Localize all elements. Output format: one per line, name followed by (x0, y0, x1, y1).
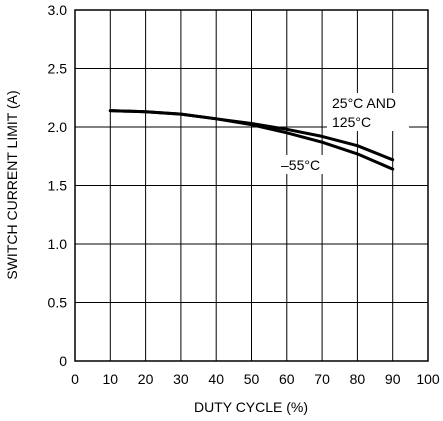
x-tick-label: 20 (138, 371, 154, 387)
series-line-2 (108, 109, 395, 171)
y-tick-label: 2.5 (48, 61, 68, 77)
label-background-upper (327, 93, 409, 131)
y-tick-label: 2.0 (48, 119, 68, 135)
grid (75, 10, 428, 361)
annotation-upper-line2: 125°C (332, 114, 371, 130)
annotation-upper-line1: 25°C AND (332, 95, 396, 111)
plot-frame (74, 9, 429, 362)
y-axis-ticks: 0 0.5 1.0 1.5 2.0 2.5 3.0 (48, 2, 68, 369)
x-tick-label: 100 (416, 371, 440, 387)
x-axis-label: DUTY CYCLE (%) (194, 399, 308, 415)
series-layer (108, 109, 395, 171)
x-axis-ticks: 0 10 20 30 40 50 60 70 80 90 100 (71, 371, 440, 387)
x-tick-label: 90 (385, 371, 401, 387)
x-tick-label: 0 (71, 371, 79, 387)
annotation-lower: –55°C (281, 157, 320, 173)
series-labels: 25°C AND 125°C –55°C (278, 93, 409, 174)
y-tick-label: 0.5 (48, 295, 68, 311)
x-tick-label: 80 (350, 371, 366, 387)
y-axis-label: SWITCH CURRENT LIMIT (A) (4, 90, 20, 279)
x-tick-label: 10 (103, 371, 119, 387)
label-background-lower (278, 155, 330, 174)
x-tick-label: 60 (279, 371, 295, 387)
y-tick-label: 0 (59, 353, 67, 369)
x-tick-label: 30 (173, 371, 189, 387)
x-tick-label: 50 (244, 371, 260, 387)
y-tick-label: 1.5 (48, 178, 68, 194)
y-tick-label: 1.0 (48, 236, 68, 252)
y-tick-label: 3.0 (48, 2, 68, 18)
x-tick-label: 40 (208, 371, 224, 387)
x-tick-label: 70 (314, 371, 330, 387)
